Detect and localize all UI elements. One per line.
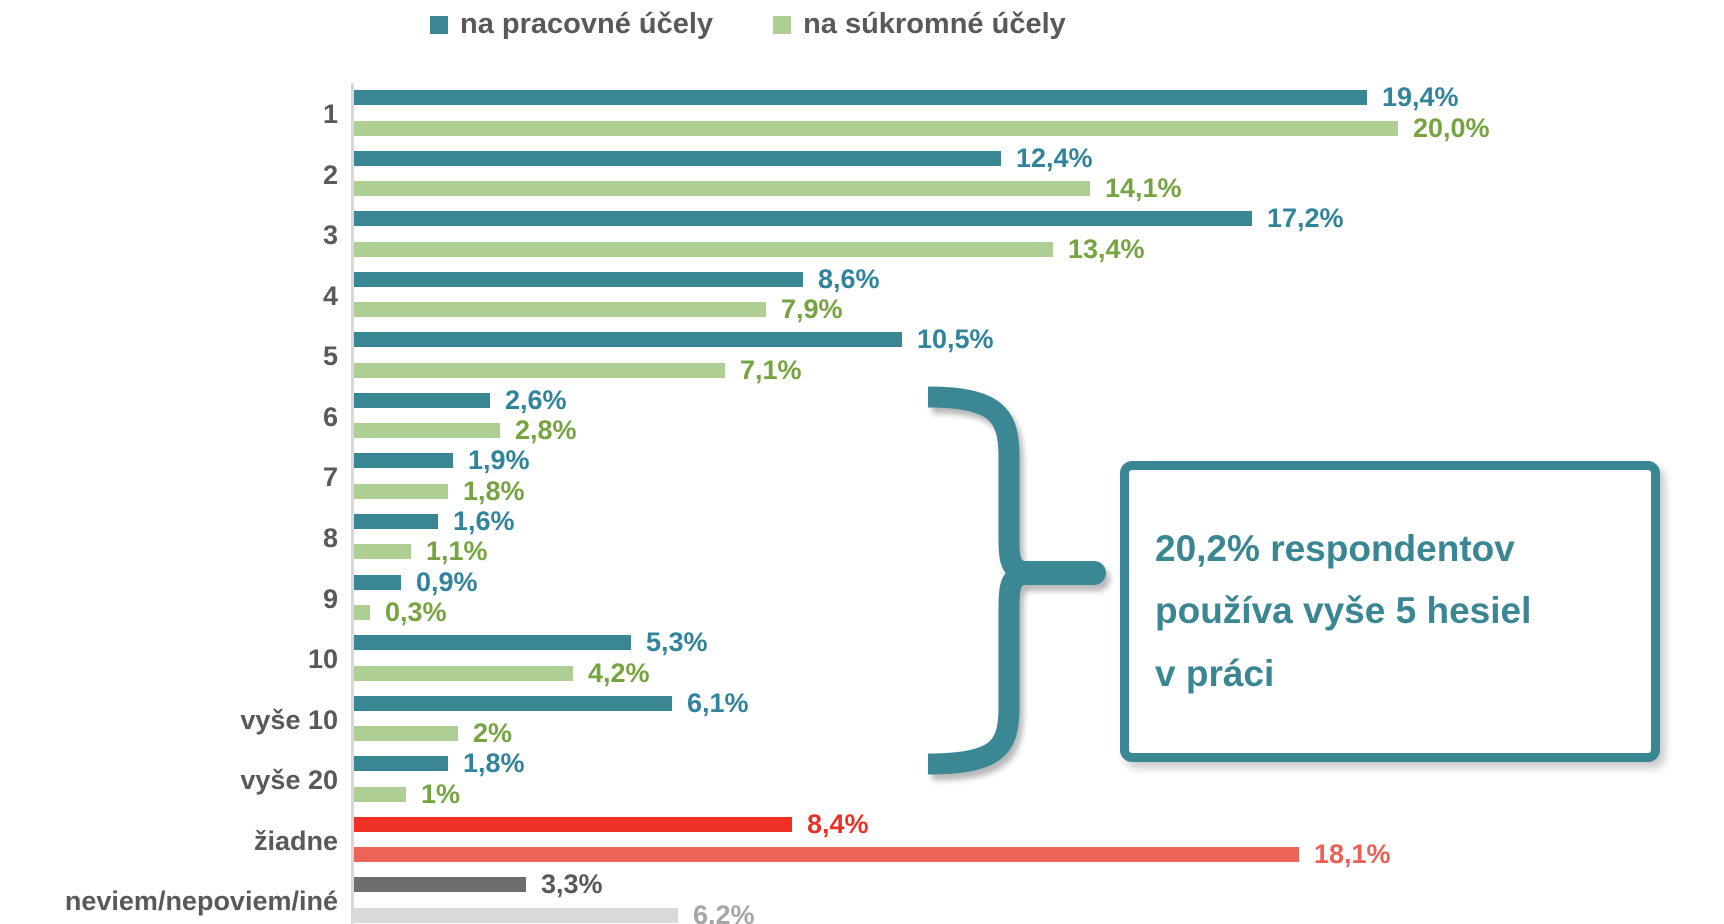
category-label: 3	[322, 220, 338, 250]
category-label: vyše 20	[240, 765, 338, 795]
value-label-work: 1,6%	[453, 506, 515, 536]
legend-item-1: na súkromné účely	[773, 8, 1066, 41]
value-label-private: 7,9%	[781, 294, 843, 324]
value-label-work: 3,3%	[541, 869, 603, 899]
bar-private-5	[354, 363, 725, 378]
value-label-work: 8,6%	[818, 264, 880, 294]
bar-private-3	[354, 242, 1053, 257]
category-label: 9	[322, 584, 338, 614]
bar-work-neviem/nepoviem/iné	[354, 877, 526, 892]
value-label-private: 13,4%	[1068, 234, 1145, 264]
value-label-work: 12,4%	[1016, 143, 1093, 173]
bar-private-7	[354, 484, 448, 499]
callout-text-line: 20,2% respondentov	[1155, 528, 1515, 570]
category-label: 7	[322, 462, 338, 492]
legend-swatch-icon	[430, 15, 448, 34]
category-label: 10	[307, 644, 338, 674]
callout-text-line: používa vyše 5 hesiel	[1155, 590, 1532, 632]
legend-label: na súkromné účely	[803, 8, 1066, 40]
value-label-private: 14,1%	[1105, 173, 1182, 203]
bar-work-8	[354, 514, 438, 529]
value-label-work: 10,5%	[917, 324, 994, 354]
value-label-work: 6,1%	[687, 688, 749, 718]
callout-text-line: v práci	[1155, 652, 1275, 694]
bar-work-4	[354, 272, 803, 287]
value-label-work: 0,9%	[416, 567, 478, 597]
bar-private-vyše 20	[354, 787, 406, 802]
bar-private-žiadne	[354, 847, 1299, 862]
value-label-private: 1,1%	[426, 536, 488, 566]
category-label: 1	[322, 99, 338, 129]
category-label: 2	[322, 160, 338, 190]
bar-work-10	[354, 635, 631, 650]
value-label-private: 18,1%	[1314, 839, 1391, 869]
bar-private-4	[354, 302, 766, 317]
value-label-private: 6,2%	[693, 900, 755, 924]
value-label-private: 20,0%	[1413, 113, 1490, 143]
value-label-work: 8,4%	[807, 809, 869, 839]
bar-private-10	[354, 666, 573, 681]
value-label-work: 1,9%	[468, 445, 530, 475]
legend-swatch-icon	[773, 15, 792, 34]
value-label-private: 7,1%	[740, 355, 802, 385]
value-label-private: 1%	[421, 779, 461, 809]
value-label-work: 2,6%	[505, 385, 567, 415]
bar-private-neviem/nepoviem/iné	[354, 908, 678, 923]
category-label: 6	[322, 402, 338, 432]
bar-work-6	[354, 393, 490, 408]
bar-private-8	[354, 544, 411, 559]
bar-private-1	[354, 121, 1398, 136]
category-label: 4	[322, 281, 338, 311]
bar-private-vyše 10	[354, 726, 458, 741]
value-label-private: 4,2%	[588, 658, 650, 688]
value-label-work: 19,4%	[1382, 82, 1459, 112]
chart-legend: na pracovné účely na súkromné účely	[430, 8, 1066, 41]
bar-private-9	[354, 605, 370, 620]
value-label-work: 5,3%	[646, 627, 708, 657]
bar-private-6	[354, 423, 500, 438]
value-label-private: 0,3%	[385, 597, 447, 627]
bar-work-7	[354, 453, 453, 468]
bar-work-1	[354, 90, 1367, 105]
callout-box: 20,2% respondentov používa vyše 5 hesiel v…	[1120, 461, 1660, 762]
value-label-work: 17,2%	[1267, 203, 1344, 233]
axis-line	[351, 83, 354, 924]
value-label-private: 2%	[473, 718, 513, 748]
category-label: vyše 10	[240, 705, 338, 735]
category-label: neviem/nepoviem/iné	[64, 886, 338, 916]
legend-item-0: na pracovné účely	[430, 8, 713, 41]
bar-work-vyše 10	[354, 696, 672, 711]
legend-label: na pracovné účely	[460, 8, 714, 40]
category-label: 5	[322, 341, 338, 371]
value-label-private: 2,8%	[515, 415, 577, 445]
category-label: žiadne	[253, 826, 338, 856]
category-label: 8	[322, 523, 338, 553]
bar-work-9	[354, 575, 401, 590]
bar-work-3	[354, 211, 1252, 226]
value-label-private: 1,8%	[463, 476, 525, 506]
value-label-work: 1,8%	[463, 748, 525, 778]
right-curly-brace-icon	[927, 386, 1106, 775]
bar-work-vyše 20	[354, 756, 448, 771]
bar-work-žiadne	[354, 817, 792, 832]
bar-private-2	[354, 181, 1090, 196]
bar-work-2	[354, 151, 1001, 166]
bar-work-5	[354, 332, 902, 347]
